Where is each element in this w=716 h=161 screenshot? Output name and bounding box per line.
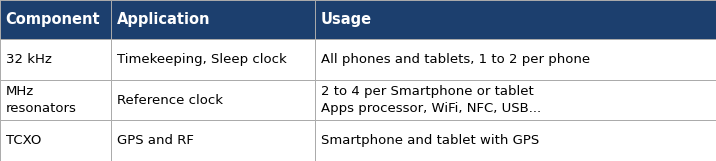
Text: 2 to 4 per Smartphone or tablet
Apps processor, WiFi, NFC, USB...: 2 to 4 per Smartphone or tablet Apps pro… (321, 85, 541, 115)
Bar (0, 0, 111, 39)
Bar (315, 0, 716, 39)
Text: Timekeeping, Sleep clock: Timekeeping, Sleep clock (117, 53, 286, 66)
Text: All phones and tablets, 1 to 2 per phone: All phones and tablets, 1 to 2 per phone (321, 53, 590, 66)
Text: Smartphone and tablet with GPS: Smartphone and tablet with GPS (321, 134, 539, 147)
Text: 32 kHz: 32 kHz (6, 53, 52, 66)
Bar (0, 120, 111, 161)
Bar (111, 80, 315, 120)
Bar (315, 80, 716, 120)
Bar (315, 120, 716, 161)
Bar (111, 39, 315, 80)
Bar (111, 0, 315, 39)
Text: Usage: Usage (321, 12, 372, 27)
Bar (315, 39, 716, 80)
Text: TCXO: TCXO (6, 134, 41, 147)
Text: Component: Component (6, 12, 100, 27)
Bar (111, 120, 315, 161)
Text: GPS and RF: GPS and RF (117, 134, 193, 147)
Text: Application: Application (117, 12, 211, 27)
Bar (0, 39, 111, 80)
Text: Reference clock: Reference clock (117, 94, 223, 107)
Bar (0, 80, 111, 120)
Text: MHz
resonators: MHz resonators (6, 85, 77, 115)
